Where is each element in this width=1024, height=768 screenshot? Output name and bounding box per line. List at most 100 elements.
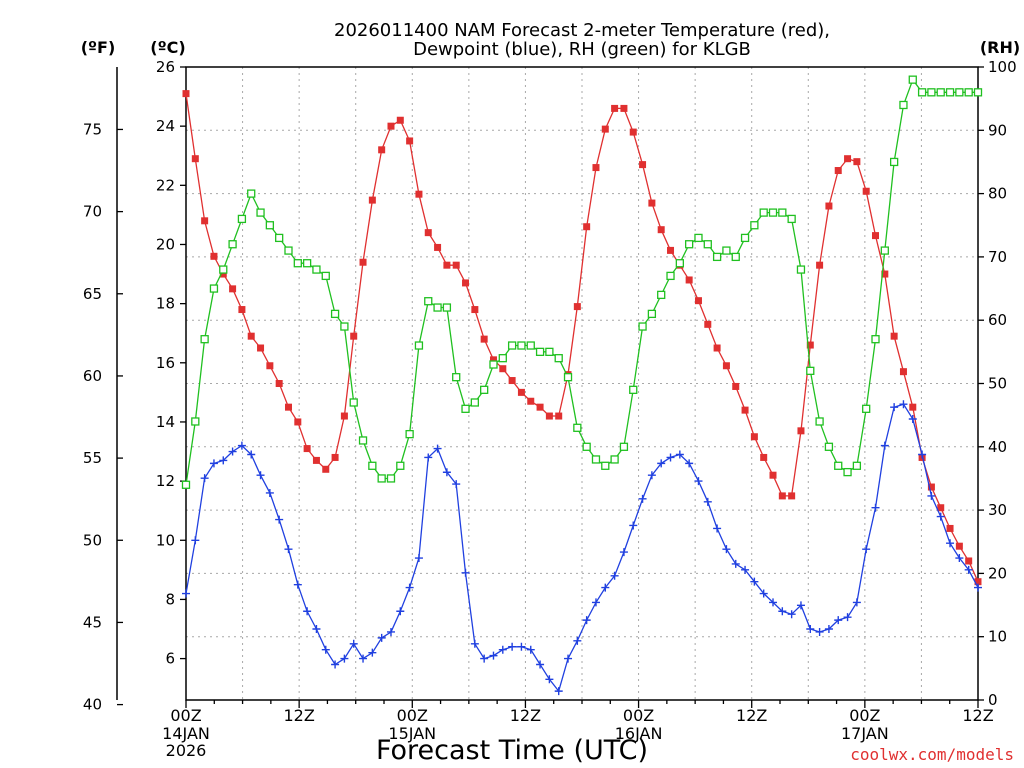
- dewpoint-point: [862, 545, 871, 554]
- series-layer: [181, 75, 983, 696]
- dewpoint-point: [536, 660, 545, 669]
- rh-point: [778, 208, 787, 217]
- temperature-point: [219, 270, 227, 278]
- dewpoint-point: [182, 589, 190, 598]
- dewpoint-point: [414, 554, 423, 563]
- dewpoint-point: [256, 471, 265, 480]
- rh-point: [554, 354, 563, 363]
- dewpoint-point: [694, 477, 703, 486]
- dewpoint-point: [908, 414, 917, 423]
- temperature-point: [741, 406, 749, 414]
- dewpoint-point: [806, 625, 815, 634]
- rh-point: [945, 88, 955, 97]
- rh-point: [302, 259, 312, 268]
- temperature-point: [806, 341, 814, 349]
- gridlines: [186, 67, 978, 700]
- rh-point: [582, 442, 591, 451]
- rh-point: [424, 297, 433, 306]
- celsius-axis: 6 8 10 12 14 16 18 20 22 24 26: [156, 58, 186, 668]
- temperature-point: [834, 167, 842, 175]
- rh-point: [386, 474, 396, 483]
- rh-point: [601, 461, 610, 470]
- dewpoint-point: [312, 625, 321, 634]
- time-tick-label: 00Z: [170, 706, 201, 725]
- fahrenheit-tick-label: 65: [83, 285, 102, 303]
- rh-point: [768, 208, 778, 217]
- dewpoint-point: [871, 503, 880, 512]
- dewpoint-point: [359, 654, 368, 663]
- temperature-point: [909, 403, 917, 411]
- rh-point: [489, 360, 498, 369]
- temperature-point: [517, 388, 525, 396]
- dewpoint-point: [321, 645, 330, 654]
- dewpoint-point: [303, 607, 312, 616]
- dewpoint-point: [685, 459, 694, 468]
- temperature-point: [359, 258, 367, 266]
- temperature-point: [340, 412, 348, 420]
- rh-point: [200, 335, 209, 344]
- rh-point: [657, 290, 666, 300]
- year-tick-label: 2026: [166, 741, 207, 760]
- dewpoint-point: [946, 539, 955, 548]
- dewpoint-point: [424, 453, 433, 462]
- rh-point: [889, 157, 899, 167]
- dewpoint-point: [377, 633, 386, 642]
- dewpoint-point: [750, 577, 759, 586]
- dewpoint-point: [396, 607, 405, 616]
- dewpoint-point: [237, 441, 246, 450]
- rh-point: [312, 265, 321, 274]
- dewpoint-point: [778, 607, 787, 616]
- rh-point: [619, 442, 629, 451]
- rh-point: [442, 303, 452, 312]
- rh-point: [498, 354, 507, 363]
- dewpoint-point: [759, 589, 768, 598]
- temperature-point: [387, 122, 395, 130]
- dewpoint-point: [228, 447, 237, 456]
- rh-point: [703, 240, 712, 249]
- rh-tick-label: 10: [988, 628, 1007, 646]
- dewpoint-point: [564, 654, 573, 663]
- dewpoint-point: [433, 444, 442, 453]
- temperature-point: [229, 285, 237, 293]
- dewpoint-point: [610, 571, 619, 580]
- rh-point: [563, 373, 573, 382]
- temperature-point: [489, 356, 497, 364]
- celsius-tick-label: 24: [156, 117, 175, 135]
- rh-point: [862, 404, 871, 413]
- dewpoint-point: [731, 559, 740, 568]
- temperature-point: [275, 380, 283, 387]
- temperature-point: [350, 332, 358, 340]
- temperature-point: [536, 403, 544, 411]
- dewpoint-point: [340, 654, 349, 663]
- watermark: coolwx.com/models: [850, 745, 1014, 764]
- rh-point: [507, 341, 517, 350]
- rh-point: [228, 240, 237, 249]
- temperature-point: [191, 155, 199, 163]
- dewpoint-point: [582, 616, 591, 625]
- dewpoint-point: [852, 598, 861, 607]
- rh-point: [834, 461, 843, 470]
- dewpoint-point: [619, 548, 628, 557]
- temperature-point: [648, 199, 656, 207]
- rh-tick-label: 60: [988, 311, 1007, 329]
- rh-tick-label: 0: [988, 691, 998, 709]
- rh-point: [806, 366, 815, 375]
- celsius-tick-label: 12: [156, 472, 175, 490]
- rh-point: [796, 265, 806, 274]
- dewpoint-point: [899, 400, 908, 409]
- dewpoint-point: [405, 583, 414, 592]
- temperature-point: [620, 104, 628, 112]
- fahrenheit-tick-label: 60: [83, 367, 102, 385]
- rh-point: [340, 322, 349, 331]
- dewpoint-point: [349, 639, 358, 648]
- celsius-tick-label: 14: [156, 413, 175, 431]
- rh-point: [275, 233, 284, 243]
- fahrenheit-tick-label: 75: [83, 120, 102, 138]
- temperature-point: [713, 344, 721, 352]
- temperature-point: [583, 223, 591, 231]
- dewpoint-point: [265, 488, 274, 497]
- rh-tick-label: 80: [988, 185, 1007, 203]
- rh-point: [722, 246, 731, 255]
- dewpoint-point: [573, 636, 582, 645]
- dewpoint-point: [591, 598, 600, 607]
